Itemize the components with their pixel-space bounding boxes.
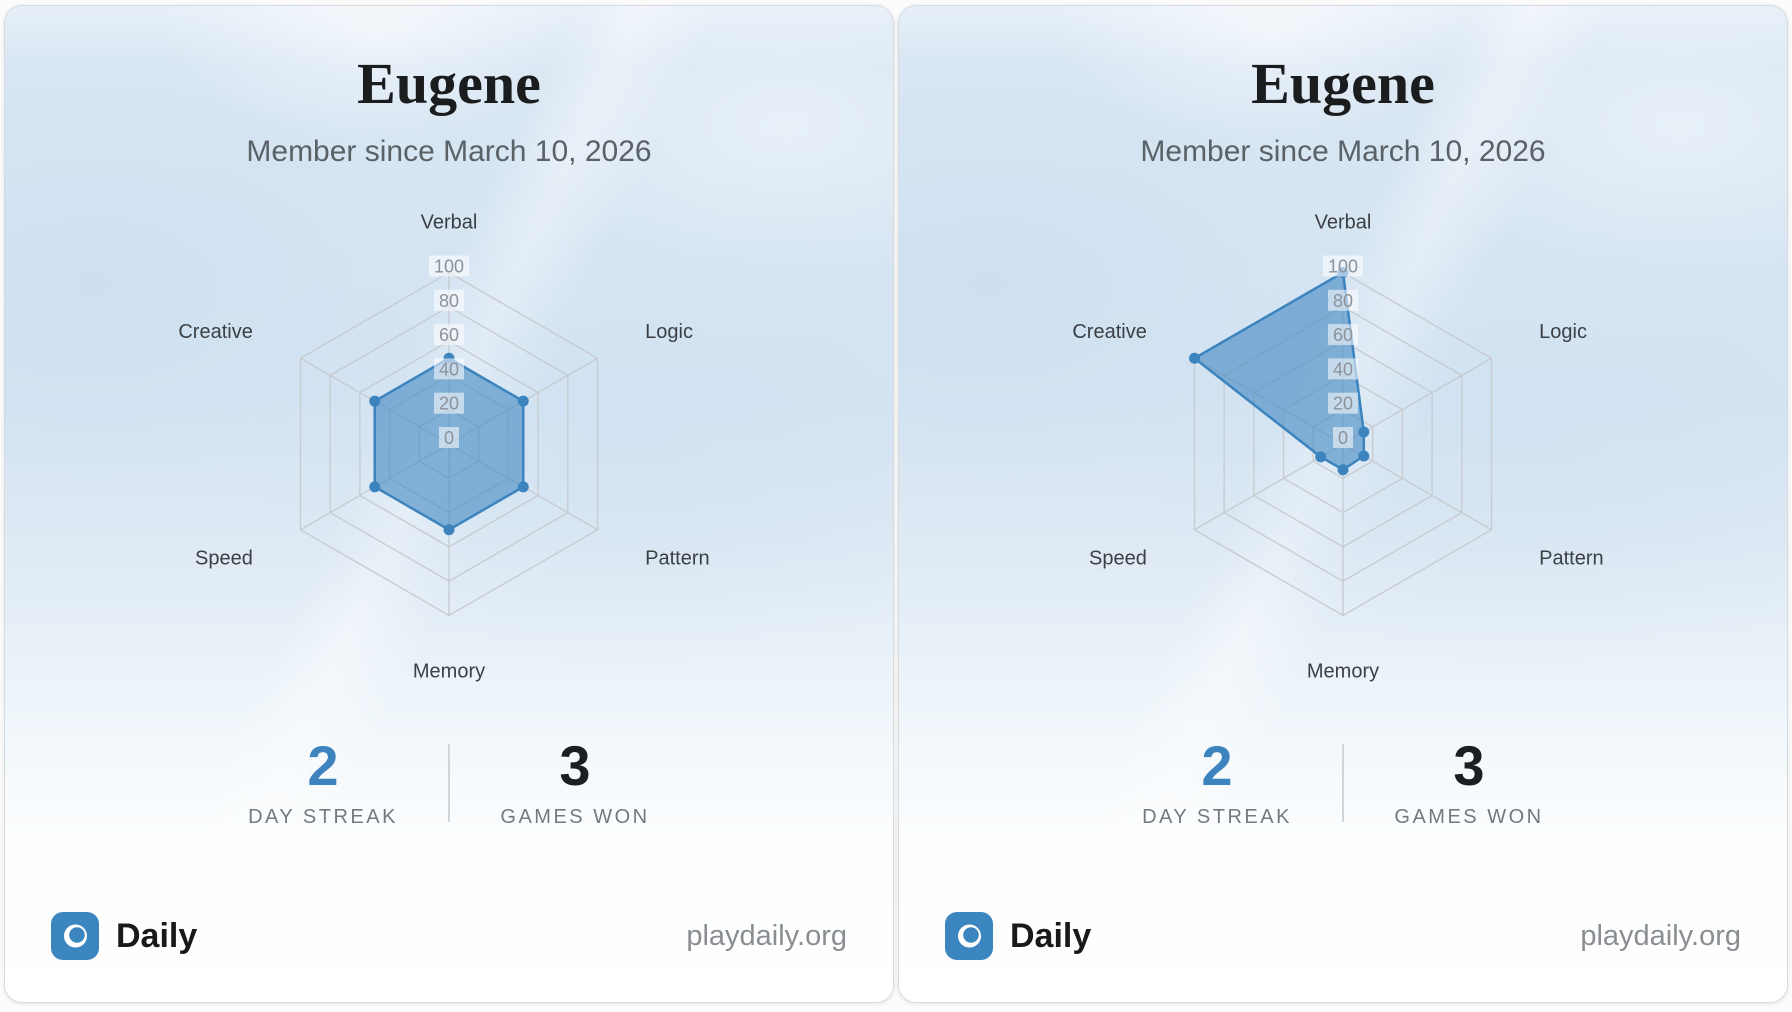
stats-divider [1342, 744, 1344, 823]
day-streak-value: 2 [307, 733, 339, 797]
member-since: Member since March 10, 2026 [1140, 134, 1546, 168]
svg-text:Creative: Creative [178, 321, 252, 343]
svg-text:40: 40 [439, 359, 459, 379]
svg-text:Pattern: Pattern [1539, 547, 1603, 569]
brand-name: Daily [1010, 916, 1092, 955]
player-name: Eugene [1251, 51, 1435, 116]
skills-radar-chart: 0 20 40 60 80 100 Verbal Logic Pattern Memory Spee… [178, 211, 709, 682]
svg-text:Creative: Creative [1072, 321, 1146, 343]
player-name: Eugene [357, 51, 541, 116]
skills-radar-chart: 0 20 40 60 80 100 Verbal Logic Pattern Memory Spee… [1072, 211, 1603, 682]
stat-games-won: 3 GAMES WON [1394, 733, 1544, 829]
svg-text:60: 60 [439, 325, 459, 345]
day-streak-label: DAY STREAK [248, 805, 398, 828]
svg-text:80: 80 [1333, 291, 1353, 311]
brand-name: Daily [116, 916, 198, 955]
member-since: Member since March 10, 2026 [246, 134, 652, 168]
profile-card-left: Eugene Member since March 10, 2026 0 20 40… [4, 5, 894, 1003]
day-streak-value: 2 [1201, 733, 1233, 797]
site-url-link[interactable]: playdaily.org [1580, 919, 1741, 952]
daily-logo-ring-icon [51, 912, 99, 960]
svg-text:Pattern: Pattern [645, 547, 709, 569]
svg-text:Memory: Memory [1307, 660, 1379, 682]
stats-row: 2 DAY STREAK 3 GAMES WON [248, 733, 650, 829]
stat-day-streak: 2 DAY STREAK [1142, 733, 1292, 829]
brand-lockup: Daily [945, 912, 1091, 960]
daily-logo-ring-icon [945, 912, 993, 960]
games-won-value: 3 [559, 733, 591, 797]
svg-text:Logic: Logic [645, 321, 693, 343]
day-streak-label: DAY STREAK [1142, 805, 1292, 828]
svg-text:0: 0 [444, 428, 454, 448]
games-won-label: GAMES WON [500, 805, 650, 828]
svg-text:60: 60 [1333, 325, 1353, 345]
stats-row: 2 DAY STREAK 3 GAMES WON [1142, 733, 1544, 829]
svg-text:100: 100 [434, 256, 464, 276]
svg-text:80: 80 [439, 291, 459, 311]
svg-text:Verbal: Verbal [421, 211, 478, 233]
brand-lockup: Daily [51, 912, 197, 960]
svg-text:Logic: Logic [1539, 321, 1587, 343]
svg-text:Speed: Speed [195, 547, 253, 569]
stats-divider [448, 744, 450, 823]
svg-text:Speed: Speed [1089, 547, 1147, 569]
svg-text:Memory: Memory [413, 660, 485, 682]
svg-text:40: 40 [1333, 359, 1353, 379]
games-won-value: 3 [1453, 733, 1485, 797]
card-footer: Daily playdaily.org [51, 912, 847, 960]
site-url-link[interactable]: playdaily.org [686, 919, 847, 952]
svg-text:0: 0 [1338, 428, 1348, 448]
svg-text:20: 20 [439, 393, 459, 413]
card-footer: Daily playdaily.org [945, 912, 1741, 960]
stat-day-streak: 2 DAY STREAK [248, 733, 398, 829]
svg-text:Verbal: Verbal [1315, 211, 1372, 233]
games-won-label: GAMES WON [1394, 805, 1544, 828]
svg-text:20: 20 [1333, 393, 1353, 413]
stat-games-won: 3 GAMES WON [500, 733, 650, 829]
profile-card-right: Eugene Member since March 10, 2026 0 20 40… [898, 5, 1788, 1003]
svg-text:100: 100 [1328, 256, 1358, 276]
